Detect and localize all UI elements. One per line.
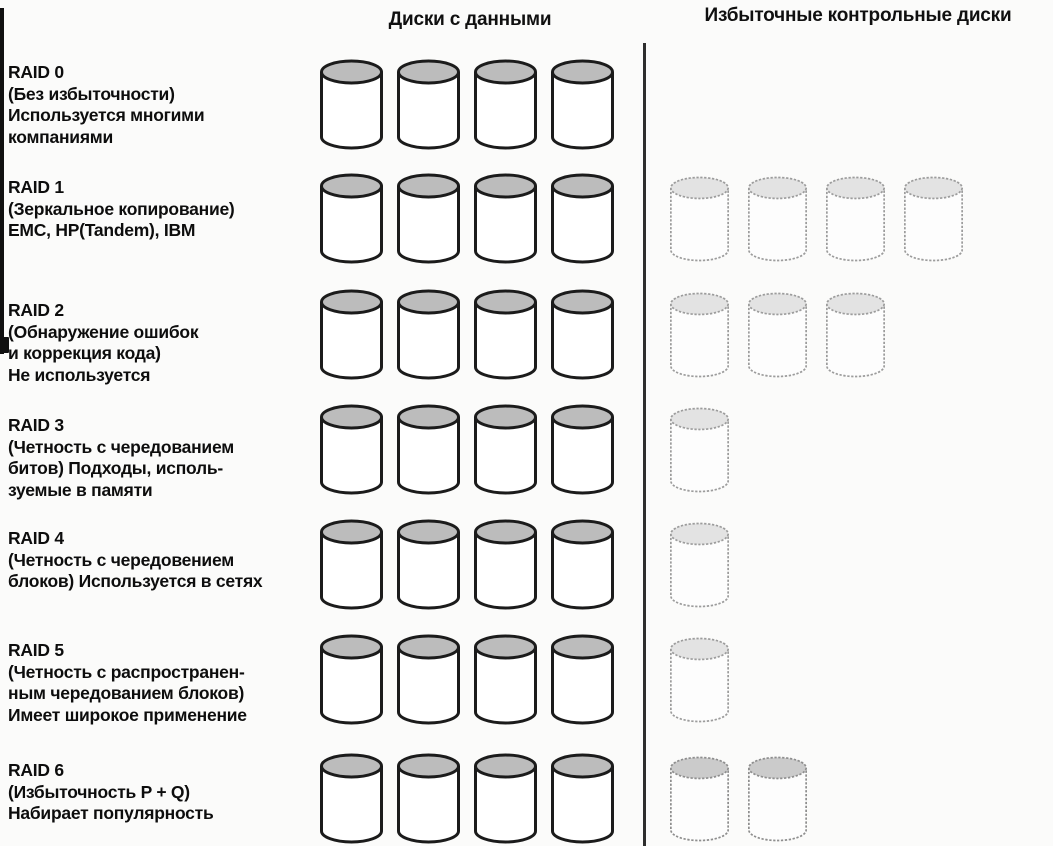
raid-row-label: RAID 2 (Обнаружение ошибок и коррекция код… (8, 300, 312, 386)
raid-description-line: ным чередованием блоков) (8, 683, 245, 703)
raid-row-label: RAID 4 (Четность с чередовением блоков) Ис… (8, 528, 312, 593)
data-disk (320, 289, 383, 380)
data-disk (551, 634, 614, 725)
raid-row-label: RAID 6 (Избыточность P + Q) Набирает попул… (8, 760, 312, 825)
raid-description-line: (Четность с чередовением (8, 549, 234, 570)
data-disk (474, 173, 537, 264)
data-disk (320, 519, 383, 610)
redundant-disks-header: Избыточные контрольные диски (704, 5, 1012, 26)
raid-description-line: Имеет широкое применение (8, 704, 247, 725)
redundant-disk (826, 176, 885, 262)
redundant-disk (748, 756, 807, 842)
raid-description-line: (Избыточность P + Q) (8, 781, 190, 802)
redundant-disk (670, 407, 729, 493)
raid-level-name: RAID 2 (8, 300, 64, 320)
raid-description-line: и коррекция кода) (8, 343, 161, 363)
redundant-disk (670, 176, 729, 262)
raid-description-line: EMC, HP(Tandem), IBM (8, 220, 196, 240)
data-disk (397, 173, 460, 264)
data-disk (474, 634, 537, 725)
raid-description-line: компаниями (8, 126, 113, 147)
data-disk (397, 519, 460, 610)
raid-level-name: RAID 3 (8, 415, 64, 435)
data-disk (474, 404, 537, 495)
raid-level-name: RAID 0 (8, 62, 64, 82)
data-disk (320, 173, 383, 264)
raid-description-line: (Зеркальное копирование) (8, 198, 235, 219)
raid-description-line: блоков) Используется в сетях (8, 571, 263, 591)
redundant-disk (670, 292, 729, 378)
data-disks-header: Диски с данными (388, 9, 552, 30)
data-disk (474, 289, 537, 380)
data-disk (397, 289, 460, 380)
data-disk (320, 59, 383, 150)
redundant-disk (748, 176, 807, 262)
data-disk (320, 634, 383, 725)
redundant-disk (670, 756, 729, 842)
data-disk (320, 404, 383, 495)
raid-description-line: (Четность с чередованием (8, 436, 234, 457)
redundant-disk (748, 292, 807, 378)
raid-description-line: (Без избыточности) (8, 83, 175, 104)
data-disk (397, 753, 460, 844)
raid-row-label: RAID 1 (Зеркальное копирование) EMC, HP(Ta… (8, 177, 312, 242)
raid-description-line: Набирает популярность (8, 803, 214, 823)
data-disk (551, 289, 614, 380)
redundant-disk (826, 292, 885, 378)
column-divider-line (643, 43, 646, 846)
raid-level-name: RAID 4 (8, 528, 64, 548)
scan-artifact-blob (0, 337, 9, 353)
raid-row-label: RAID 5 (Четность с распространен-ным чере… (8, 640, 312, 726)
raid-description-line: Используется многими (8, 105, 205, 125)
data-disk (320, 753, 383, 844)
raid-description-line: битов) Подходы, исполь- (8, 458, 223, 478)
scan-artifact-left-bar (0, 8, 4, 354)
data-disk (551, 753, 614, 844)
data-disk (474, 59, 537, 150)
data-disk (397, 404, 460, 495)
data-disk (474, 753, 537, 844)
redundant-disk (670, 522, 729, 608)
raid-row-label: RAID 3 (Четность с чередованием битов) Под… (8, 415, 312, 501)
raid-level-name: RAID 1 (8, 177, 64, 197)
raid-description-line: (Обнаружение ошибок (8, 321, 199, 342)
raid-description-line: (Четность с распространен- (8, 661, 245, 682)
raid-row-label: RAID 0 (Без избыточности) Используется мно… (8, 62, 312, 148)
raid-description-line: Не используется (8, 364, 151, 385)
data-disk (474, 519, 537, 610)
data-disk (551, 59, 614, 150)
raid-description-line: зуемые в памяти (8, 479, 153, 500)
data-disk (397, 59, 460, 150)
data-disk (551, 404, 614, 495)
redundant-disk (904, 176, 963, 262)
data-disk (551, 173, 614, 264)
data-disk (551, 519, 614, 610)
raid-level-name: RAID 5 (8, 640, 64, 660)
data-disk (397, 634, 460, 725)
redundant-disk (670, 637, 729, 723)
raid-level-name: RAID 6 (8, 760, 64, 780)
